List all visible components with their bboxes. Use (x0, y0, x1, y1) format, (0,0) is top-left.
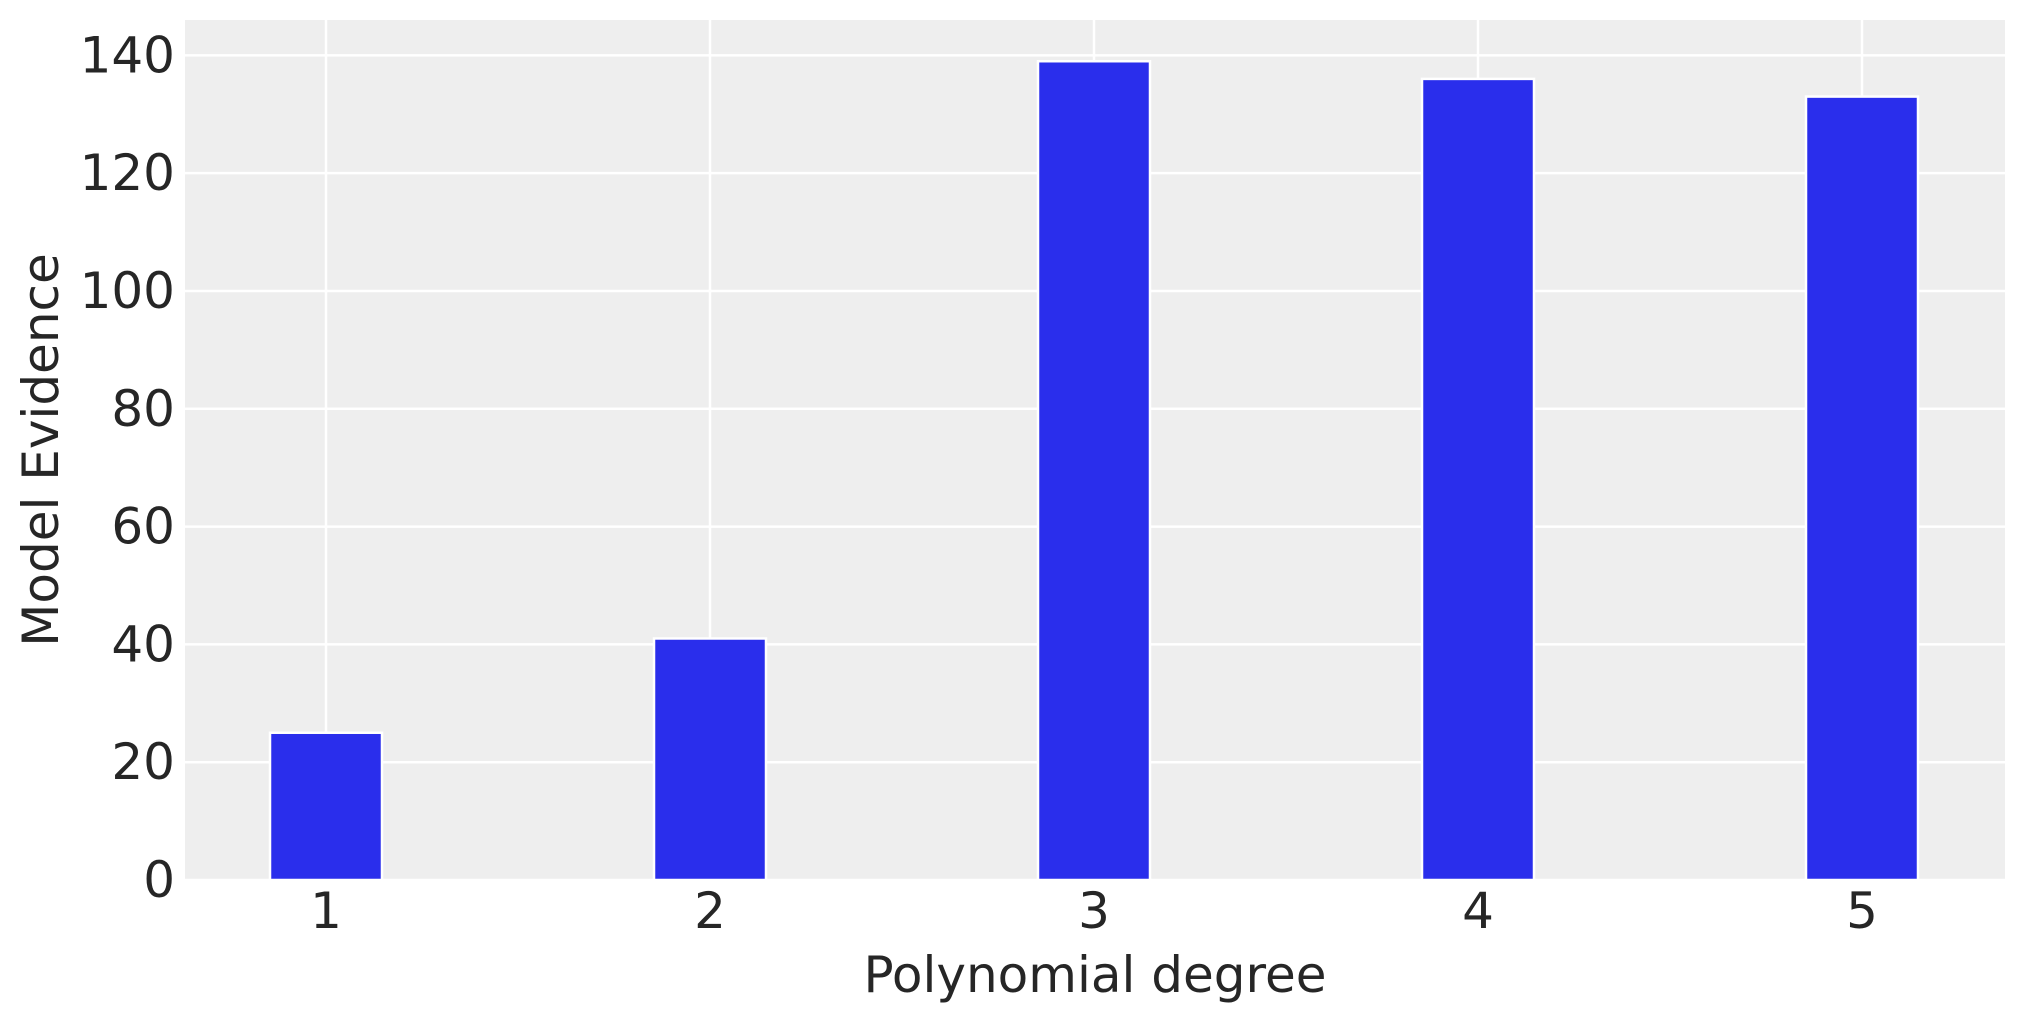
x-axis-label: Polynomial degree (864, 946, 1327, 1004)
bar-degree-4 (1420, 77, 1536, 882)
bars (268, 59, 1920, 882)
bar-degree-2 (652, 637, 768, 882)
y-axis-ticks: 0 20 40 60 80 100 120 140 (80, 26, 175, 909)
x-tick-label: 3 (1078, 882, 1110, 940)
bar-degree-1 (268, 731, 384, 882)
x-tick-label: 5 (1846, 882, 1878, 940)
y-tick-label: 80 (111, 380, 175, 438)
y-tick-label: 100 (80, 262, 175, 320)
x-tick-label: 2 (694, 882, 726, 940)
x-axis-ticks: 1 2 3 4 5 (310, 882, 1878, 940)
bar-degree-5 (1804, 95, 1920, 882)
x-tick-label: 1 (310, 882, 342, 940)
y-tick-label: 40 (111, 615, 175, 673)
y-tick-label: 140 (80, 26, 175, 84)
y-tick-label: 60 (111, 498, 175, 556)
bar-degree-3 (1036, 59, 1152, 882)
y-tick-label: 20 (111, 733, 175, 791)
x-tick-label: 4 (1462, 882, 1494, 940)
y-tick-label: 0 (143, 851, 175, 909)
y-axis-label: Model Evidence (12, 253, 70, 647)
y-tick-label: 120 (80, 144, 175, 202)
